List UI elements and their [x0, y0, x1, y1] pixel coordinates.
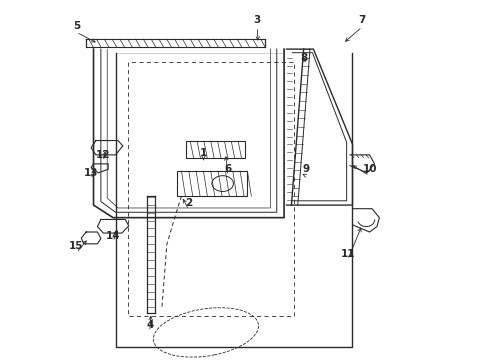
Text: 1: 1	[200, 148, 207, 158]
Bar	[186, 141, 245, 158]
Text: 3: 3	[254, 15, 261, 26]
Text: 6: 6	[224, 164, 231, 174]
Text: 13: 13	[84, 168, 98, 178]
Text: 8: 8	[300, 53, 307, 63]
Text: 2: 2	[185, 198, 193, 208]
Text: 12: 12	[96, 150, 111, 160]
Text: 15: 15	[69, 241, 84, 251]
Text: 10: 10	[362, 164, 377, 174]
Text: 14: 14	[106, 231, 121, 240]
Text: 11: 11	[341, 248, 355, 258]
Text: 7: 7	[359, 15, 366, 26]
Text: 9: 9	[302, 164, 310, 174]
Text: 4: 4	[146, 320, 153, 330]
Text: 5: 5	[73, 21, 80, 31]
Bar	[176, 171, 247, 196]
